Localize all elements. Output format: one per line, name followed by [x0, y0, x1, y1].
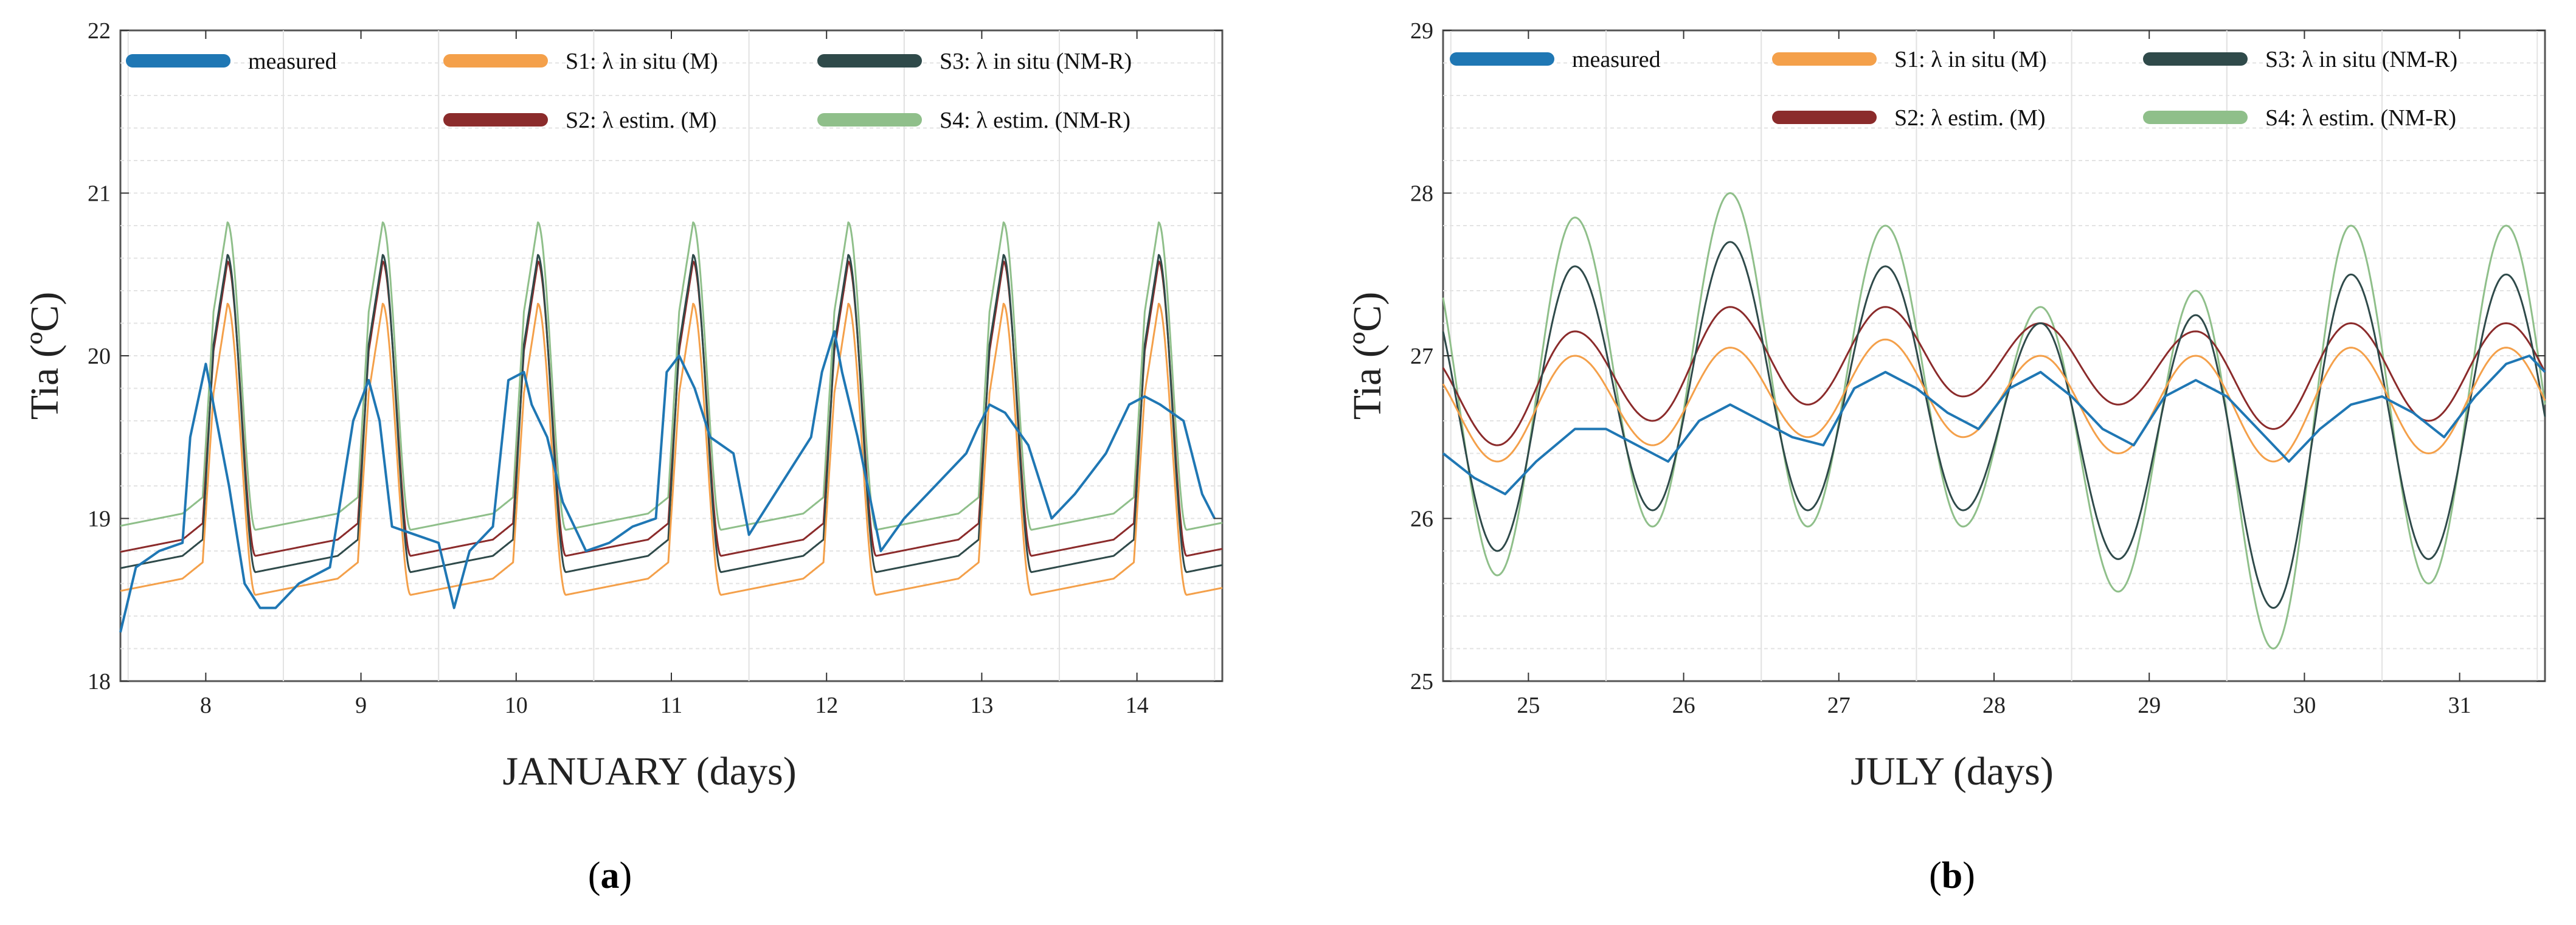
legend-b: measured S1: λ in situ (M) S2: λ estim. (M…: [1450, 47, 2457, 131]
y-tick-label: 21: [88, 181, 111, 207]
x-axis-label-a: JANUARY (days): [502, 749, 796, 794]
legend-label-measured: measured: [1572, 47, 1661, 72]
legend-a: measured S1: λ in situ (M) S2: λ estim. (M…: [126, 49, 1132, 133]
ticks-b: 25 26 27 28 29 30 31 25 26 27 28 29: [1410, 18, 2545, 718]
grid-a: [120, 30, 1222, 681]
y-tick-label: 25: [1410, 669, 1433, 695]
panel-label-b: (b): [1929, 855, 1975, 896]
series-line-s4: [120, 221, 1223, 531]
y-tick-label: 28: [1410, 181, 1433, 207]
y-tick-label: 19: [88, 507, 111, 532]
x-tick-label: 10: [505, 693, 528, 718]
legend-label-s2: S2: λ estim. (M): [566, 108, 717, 133]
x-tick-label: 28: [1982, 693, 2006, 718]
y-tick-label: 22: [88, 18, 111, 44]
legend-label-s4: S4: λ estim. (NM-R): [2265, 105, 2456, 131]
x-tick-label: 9: [355, 693, 367, 718]
series-group-b: [1442, 192, 2546, 650]
y-tick-label: 29: [1410, 18, 1433, 44]
series-line-s1: [120, 302, 1223, 596]
series-line-s3: [1442, 241, 2546, 609]
y-tick-label: 20: [88, 344, 111, 369]
legend-label-s1: S1: λ in situ (M): [1894, 47, 2047, 72]
x-tick-label: 13: [970, 693, 993, 718]
series-line-measured: [1442, 355, 2546, 496]
y-axis-label-b: Tia (ºC): [1345, 292, 1390, 420]
x-tick-label: 25: [1517, 693, 1540, 718]
legend-label-s1: S1: λ in situ (M): [566, 49, 718, 74]
x-tick-label: 8: [200, 693, 212, 718]
x-tick-label: 11: [660, 693, 683, 718]
x-tick-label: 27: [1827, 693, 1851, 718]
x-tick-label: 31: [2448, 693, 2471, 718]
legend-label-s3: S3: λ in situ (NM-R): [940, 49, 1132, 74]
series-line-measured: [119, 330, 1216, 633]
ticks-a: 8 9 10 11 12 13 14 18 19 20 21 22: [88, 18, 1222, 718]
x-tick-label: 12: [815, 693, 838, 718]
chart-panel-a: 8 9 10 11 12 13 14 18 19 20 21 22 measured S1: λ in …: [23, 18, 1224, 896]
series-group-a: [119, 221, 1223, 633]
panel-label-a: (a): [588, 855, 632, 896]
series-line-s3: [120, 254, 1223, 573]
chart-panel-b: 25 26 27 28 29 30 31 25 26 27 28 29 measured S1: λ i…: [1345, 18, 2546, 896]
legend-label-s3: S3: λ in situ (NM-R): [2265, 47, 2457, 72]
x-tick-label: 30: [2293, 693, 2316, 718]
series-line-s2: [1442, 306, 2546, 446]
x-tick-label: 14: [1126, 693, 1149, 718]
legend-label-measured: measured: [248, 49, 337, 74]
y-tick-label: 27: [1410, 344, 1433, 369]
x-axis-label-b: JULY (days): [1851, 749, 2054, 794]
y-tick-label: 18: [88, 669, 111, 695]
legend-label-s2: S2: λ estim. (M): [1894, 105, 2046, 131]
x-tick-label: 26: [1672, 693, 1695, 718]
y-axis-label-a: Tia (ºC): [23, 292, 67, 420]
x-tick-label: 29: [2138, 693, 2161, 718]
legend-label-s4: S4: λ estim. (NM-R): [940, 108, 1130, 133]
y-tick-label: 26: [1410, 507, 1433, 532]
